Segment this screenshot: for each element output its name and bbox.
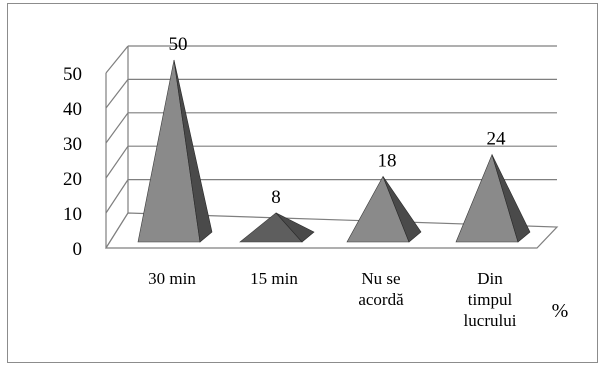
gridline-side: [105, 179, 129, 214]
y-tick-label: 20: [63, 169, 82, 190]
y-tick-label: 40: [63, 99, 82, 120]
chart-floor: [104, 212, 559, 249]
x-tick-label: 30 min: [148, 269, 196, 288]
x-tick-label: lucrului: [464, 311, 517, 330]
x-tick-label: 15 min: [250, 269, 298, 288]
pyramid-side-3: [491, 154, 531, 243]
unit-label: %: [552, 300, 569, 322]
x-tick-label: acordă: [358, 290, 404, 309]
x-tick-label: Nu se: [361, 269, 400, 288]
data-label: 18: [378, 150, 397, 171]
x-tick-label: Din: [477, 269, 503, 288]
pyramid-side-2: [382, 176, 422, 243]
y-tick-label: 30: [63, 134, 82, 155]
y-tick-label: 10: [63, 204, 82, 225]
data-label: 24: [487, 129, 507, 150]
x-tick-label: timpul: [468, 290, 513, 309]
data-label: 50: [169, 34, 188, 55]
gridline-side: [105, 145, 129, 179]
y-tick-label: 0: [73, 239, 83, 260]
data-label: 8: [271, 187, 281, 208]
y-tick-label: 50: [63, 64, 82, 85]
gridline-side: [105, 112, 129, 144]
gridline-side: [105, 45, 129, 74]
gridline-side: [105, 79, 129, 109]
pyramid-side-0: [173, 59, 213, 243]
pyramid-side-1: [275, 212, 315, 243]
